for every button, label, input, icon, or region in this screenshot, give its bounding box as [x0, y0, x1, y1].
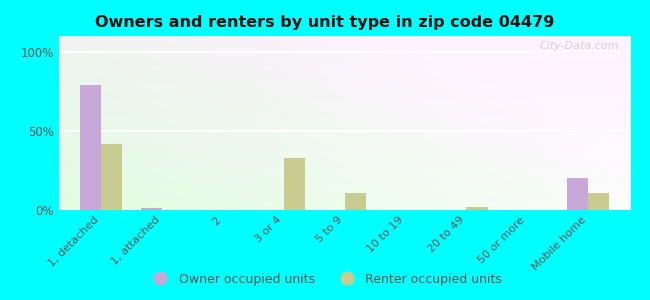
Bar — [466, 207, 488, 210]
Bar — [344, 193, 366, 210]
Bar — [140, 208, 162, 210]
Bar — [283, 158, 305, 210]
Bar — [567, 178, 588, 210]
Legend: Owner occupied units, Renter occupied units: Owner occupied units, Renter occupied un… — [143, 268, 507, 291]
Text: City-Data.com: City-Data.com — [540, 41, 619, 51]
Bar — [588, 193, 609, 210]
Bar — [101, 144, 122, 210]
Bar — [80, 85, 101, 210]
Text: Owners and renters by unit type in zip code 04479: Owners and renters by unit type in zip c… — [96, 15, 554, 30]
